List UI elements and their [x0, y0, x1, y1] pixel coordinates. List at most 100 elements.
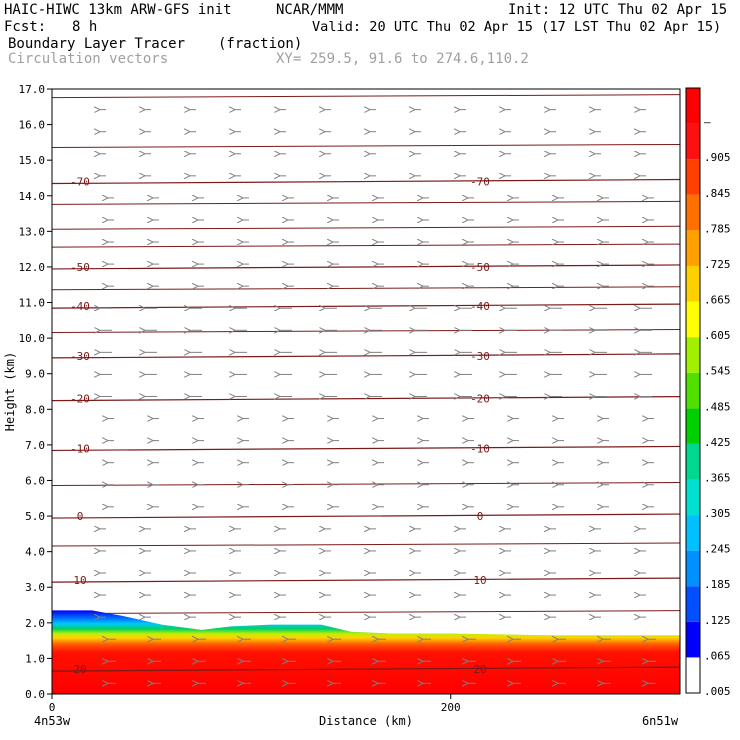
colorbar-label: .185	[704, 578, 731, 591]
colorbar-label: .365	[704, 471, 731, 484]
colorbar-segment	[686, 550, 700, 587]
contour-label: -30	[70, 350, 90, 363]
y-axis-title: Height (km)	[3, 352, 17, 431]
contour-label: -20	[470, 393, 490, 406]
org-label: NCAR/MMM	[276, 2, 344, 18]
colorbar-segment	[686, 123, 700, 160]
y-tick-label: 11.0	[19, 297, 46, 310]
temperature-contour	[51, 396, 681, 402]
colorbar-frame	[685, 87, 701, 694]
colorbar-segment	[686, 479, 700, 516]
xy-coords: XY= 259.5, 91.6 to 274.6,110.2	[276, 51, 529, 67]
colorbar-label: .905	[704, 151, 731, 164]
contour-label: -70	[470, 176, 490, 189]
colorbar-label: .485	[704, 400, 731, 413]
contour-label: -10	[70, 442, 90, 455]
temperature-contour	[51, 225, 681, 230]
contour-label: -50	[470, 261, 490, 274]
contour-label: -20	[70, 393, 90, 406]
contour-label: -40	[70, 300, 90, 313]
colorbar-segment	[686, 265, 700, 302]
temperature-contour	[51, 303, 681, 309]
colorbar-segment	[686, 88, 700, 124]
temperature-contour	[51, 542, 681, 547]
x-right-endpoint: 6n51w	[642, 714, 679, 728]
temperature-contour	[51, 178, 681, 185]
y-tick-label: 7.0	[25, 439, 45, 452]
y-tick-label: 9.0	[25, 368, 45, 381]
colorbar-segment	[686, 443, 700, 480]
colorbar-segment	[686, 337, 700, 373]
colorbar-segment	[686, 159, 700, 195]
colorbar-label: .665	[704, 294, 731, 307]
colorbar-segment	[686, 657, 700, 693]
model-title: HAIC-HIWC 13km ARW-GFS init	[4, 2, 232, 18]
contour-label: -70	[70, 176, 90, 189]
colorbar-label: .065	[704, 649, 731, 662]
y-tick-label: 13.0	[19, 225, 46, 238]
contour-label: 10	[473, 574, 486, 587]
y-tick-label: 17.0	[19, 83, 46, 96]
y-tick-label: 15.0	[19, 154, 46, 167]
plot-frame	[51, 88, 681, 695]
x-axis-title: Distance (km)	[319, 714, 413, 728]
overlay-name: Circulation vectors	[8, 51, 169, 67]
y-tick-label: 1.0	[25, 652, 45, 665]
temperature-contour	[51, 143, 681, 148]
contour-label: 0	[477, 510, 484, 523]
temperature-contour	[51, 577, 681, 583]
colorbar-label: .845	[704, 187, 731, 200]
colorbar-label: .545	[704, 365, 731, 378]
y-tick-label: 10.0	[19, 332, 46, 345]
colorbar-label: .005	[704, 685, 731, 698]
valid-time: Valid: 20 UTC Thu 02 Apr 15 (17 LST Thu …	[312, 19, 722, 35]
temperature-contour	[51, 200, 681, 205]
temperature-contour	[51, 286, 681, 291]
temperature-contour	[51, 445, 681, 452]
temperature-contour	[51, 353, 681, 359]
tracer-field	[52, 610, 680, 694]
colorbar-segment	[686, 194, 700, 231]
colorbar-label: .245	[704, 543, 731, 556]
init-time: Init: 12 UTC Thu 02 Apr 15	[508, 2, 728, 18]
y-tick-label: 4.0	[25, 546, 45, 559]
contour-label: 10	[73, 574, 86, 587]
y-tick-label: 12.0	[19, 261, 46, 274]
fcst-value: 8 h	[72, 19, 98, 35]
temperature-contour	[51, 243, 681, 248]
temperature-contour	[51, 513, 681, 519]
colorbar-label: .605	[704, 329, 731, 342]
x-tick-label: 200	[441, 701, 461, 714]
temperature-contour	[51, 94, 681, 99]
colorbar-label: –	[704, 116, 711, 129]
colorbar-segment	[686, 301, 700, 338]
temperature-contour	[51, 666, 681, 672]
y-tick-label: 2.0	[25, 617, 45, 630]
x-tick-label: 0	[49, 701, 56, 714]
contour-label: 20	[73, 663, 86, 676]
fcst-label: Fcst:	[4, 19, 47, 35]
contour-label: -40	[470, 300, 490, 313]
y-tick-label: 16.0	[19, 119, 46, 132]
colorbar-label: .725	[704, 258, 731, 271]
contour-label: 0	[77, 510, 84, 523]
y-tick-label: 5.0	[25, 510, 45, 523]
contour-label: -30	[470, 350, 490, 363]
y-tick-label: 8.0	[25, 403, 45, 416]
colorbar-label: .125	[704, 614, 731, 627]
contour-label: -10	[470, 442, 490, 455]
colorbar-segment	[686, 621, 700, 658]
contour-label: -50	[70, 261, 90, 274]
temperature-contour	[51, 610, 681, 615]
colorbar-segment	[686, 408, 700, 444]
colorbar-label: .425	[704, 436, 731, 449]
temperature-contour	[51, 482, 681, 487]
colorbar-segment	[686, 515, 700, 551]
y-tick-label: 0.0	[25, 688, 45, 701]
colorbar-label: .305	[704, 507, 731, 520]
field-units: (fraction)	[218, 36, 303, 52]
y-tick-label: 14.0	[19, 190, 46, 203]
x-left-endpoint: 4n53w	[34, 714, 71, 728]
contour-label: 20	[473, 663, 486, 676]
